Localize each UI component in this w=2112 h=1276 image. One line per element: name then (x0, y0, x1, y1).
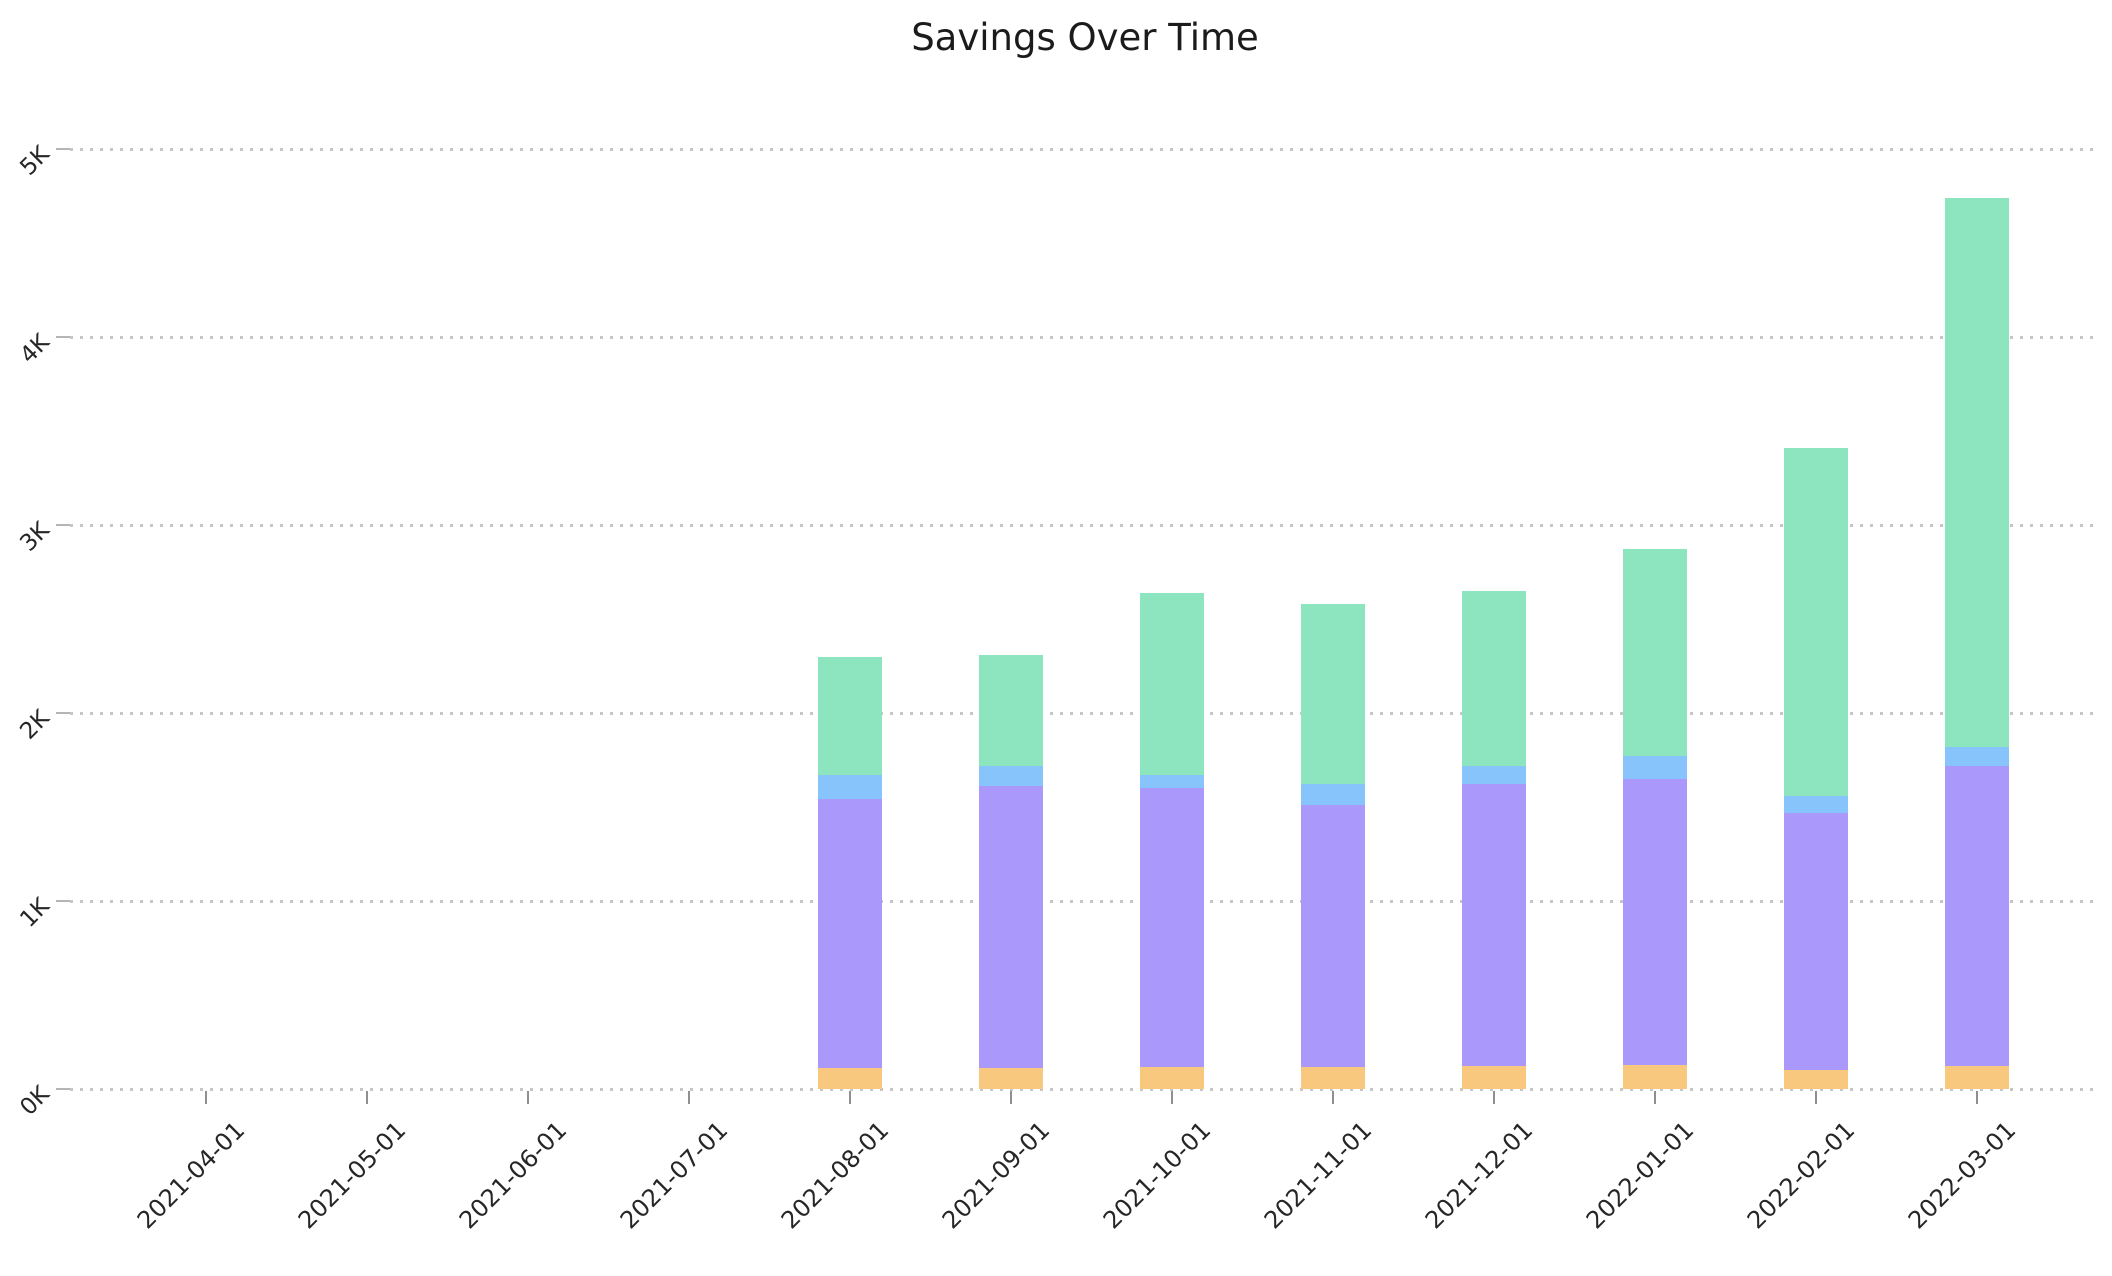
bar-2022-02-01-purple-segment (1784, 812, 1848, 1071)
bar-2021-12-01-orange-bottom-segment (1462, 1066, 1526, 1089)
x-axis-tick (849, 1091, 851, 1104)
x-axis-tick (527, 1091, 529, 1104)
bar-2021-10-01-purple-segment (1140, 788, 1204, 1068)
x-axis-tick (688, 1091, 690, 1104)
x-axis-tick (1332, 1091, 1334, 1104)
gridline-3k (70, 524, 2100, 527)
bar-2022-03-01-orange-bottom-segment (1945, 1066, 2009, 1089)
bar-2022-03-01-green-top-segment (1945, 197, 2009, 747)
bar-2022-01-01-blue-segment (1623, 756, 1687, 779)
x-axis-tick-label: 2021-05-01 (292, 1116, 411, 1235)
bar-2021-10-01-orange-bottom-segment (1140, 1067, 1204, 1089)
bar-2022-02-01-orange-bottom-segment (1784, 1070, 1848, 1089)
x-axis-tick (1654, 1091, 1656, 1104)
y-axis-tick (56, 712, 70, 714)
x-axis-tick (205, 1091, 207, 1104)
bar-2022-02-01-blue-segment (1784, 795, 1848, 813)
y-axis-tick-label: 0K (15, 1081, 55, 1121)
bar-2021-11-01-green-top-segment (1301, 603, 1365, 785)
x-axis-tick (1493, 1091, 1495, 1104)
x-axis-tick-label: 2022-02-01 (1741, 1116, 1860, 1235)
x-axis-tick-label: 2021-08-01 (775, 1116, 894, 1235)
y-axis-tick (56, 900, 70, 902)
x-axis-tick-label: 2021-09-01 (936, 1116, 1055, 1235)
bar-2022-03-01-blue-segment (1945, 746, 2009, 766)
y-axis-tick-label: 1K (15, 893, 55, 933)
bar-2021-10-01-blue-segment (1140, 775, 1204, 789)
bar-2022-02-01-green-top-segment (1784, 447, 1848, 796)
gridline-1k (70, 900, 2100, 903)
x-axis-tick-label: 2021-07-01 (614, 1116, 733, 1235)
bar-2021-08-01-orange-bottom-segment (818, 1068, 882, 1089)
bar-2021-09-01-orange-bottom-segment (979, 1068, 1043, 1089)
x-axis-tick (1976, 1091, 1978, 1104)
bar-2021-08-01-purple-segment (818, 799, 882, 1069)
y-axis-tick-label: 2K (15, 705, 55, 745)
gridline-5k (70, 148, 2100, 151)
x-axis-tick-label: 2022-03-01 (1902, 1116, 2021, 1235)
x-axis-tick-label: 2021-04-01 (131, 1116, 250, 1235)
bar-2021-12-01-blue-segment (1462, 765, 1526, 785)
x-axis-tick-label: 2021-11-01 (1258, 1116, 1377, 1235)
bar-2021-12-01-green-top-segment (1462, 590, 1526, 766)
gridline-4k (70, 336, 2100, 339)
x-axis-tick (1171, 1091, 1173, 1104)
bar-2021-11-01-orange-bottom-segment (1301, 1067, 1365, 1089)
x-axis-tick-label: 2022-01-01 (1580, 1116, 1699, 1235)
x-axis-tick (1815, 1091, 1817, 1104)
bar-2021-11-01-purple-segment (1301, 805, 1365, 1068)
bar-2022-03-01-purple-segment (1945, 765, 2009, 1067)
bar-2021-10-01-green-top-segment (1140, 592, 1204, 776)
bar-2022-01-01-green-top-segment (1623, 549, 1687, 757)
bar-2021-08-01-green-top-segment (818, 656, 882, 776)
bar-2022-01-01-orange-bottom-segment (1623, 1064, 1687, 1089)
x-axis-tick-label: 2021-10-01 (1097, 1116, 1216, 1235)
bar-2021-09-01-green-top-segment (979, 654, 1043, 766)
x-axis-tick (1010, 1091, 1012, 1104)
x-axis-tick-label: 2021-12-01 (1419, 1116, 1538, 1235)
y-axis-tick (56, 1088, 70, 1090)
bar-2022-01-01-purple-segment (1623, 778, 1687, 1065)
y-axis-tick (56, 148, 70, 150)
gridline-2k (70, 712, 2100, 715)
y-axis-tick-label: 5K (15, 141, 55, 181)
bar-2021-11-01-blue-segment (1301, 784, 1365, 806)
y-axis-tick (56, 336, 70, 338)
bar-2021-09-01-blue-segment (979, 765, 1043, 787)
chart-title: Savings Over Time (911, 16, 1259, 59)
bar-2021-12-01-purple-segment (1462, 784, 1526, 1067)
x-axis-tick-label: 2021-06-01 (453, 1116, 572, 1235)
bar-2021-08-01-blue-segment (818, 775, 882, 800)
y-axis-tick-label: 4K (15, 329, 55, 369)
y-axis-tick-label: 3K (15, 517, 55, 557)
gridline-0k (70, 1088, 2100, 1091)
x-axis-tick (366, 1091, 368, 1104)
bar-2021-09-01-purple-segment (979, 786, 1043, 1069)
y-axis-tick (56, 524, 70, 526)
